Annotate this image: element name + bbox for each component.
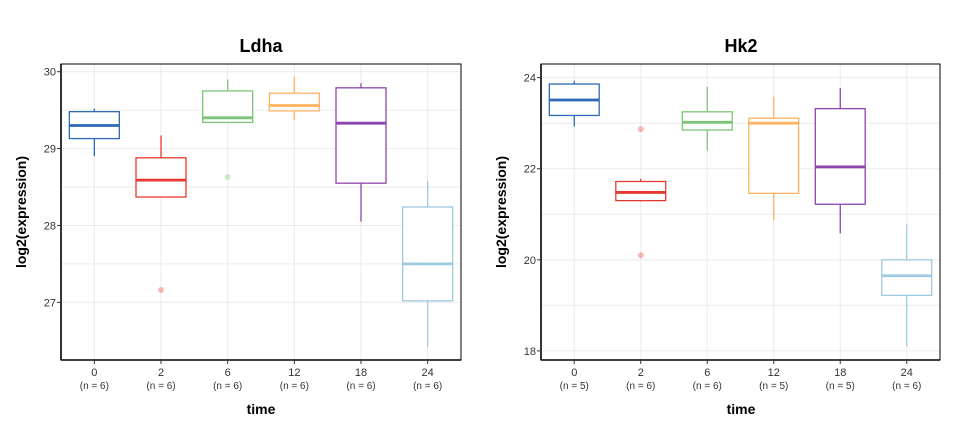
box-iqr — [335, 87, 387, 184]
box-hk2-t24 — [881, 224, 933, 347]
x-count-label: (n = 6) — [346, 381, 375, 392]
y-tick-label: 28 — [44, 220, 56, 232]
x-count-label: (n = 6) — [146, 381, 175, 392]
box-hk2-t0 — [548, 80, 600, 127]
box-hk2-t2 — [615, 126, 667, 259]
x-count-label: (n = 6) — [626, 381, 655, 392]
x-tick-label: 12 — [288, 367, 300, 379]
y-axis-title: log2(expression) — [493, 156, 509, 268]
x-count-label: (n = 6) — [213, 381, 242, 392]
x-tick-label: 24 — [422, 367, 434, 379]
x-tick-label: 2 — [158, 367, 164, 379]
y-tick-label: 27 — [44, 297, 56, 309]
box-ldha-t0 — [68, 108, 120, 157]
box-iqr — [135, 157, 187, 198]
x-count-label: (n = 5) — [560, 381, 589, 392]
y-tick-label: 22 — [524, 164, 536, 176]
panel-ldha: 27 28 29 30 0 (n = 6) 2 (n = 6) 6 (n = 6) 12 (n = 6… — [13, 36, 462, 417]
y-tick-label: 29 — [44, 144, 56, 156]
x-tick-label: 6 — [704, 367, 710, 379]
box-iqr — [814, 107, 866, 205]
x-tick-label: 0 — [91, 367, 97, 379]
panel-frame — [60, 63, 462, 361]
box-ldha-t2 — [135, 135, 187, 294]
y-axis-title: log2(expression) — [13, 156, 29, 268]
box-iqr — [402, 206, 454, 302]
outlier-point — [637, 252, 644, 259]
box-hk2-t18 — [814, 88, 866, 234]
x-tick-label: 6 — [225, 367, 231, 379]
box-iqr — [268, 92, 320, 112]
box-ldha-t12 — [268, 77, 320, 121]
y-tick-label: 20 — [524, 255, 536, 267]
x-axis-title: time — [727, 401, 756, 417]
y-tick-label: 30 — [44, 67, 56, 79]
box-ldha-t6 — [202, 79, 254, 181]
x-count-label: (n = 5) — [759, 381, 788, 392]
x-tick-label: 2 — [638, 367, 644, 379]
panel-frame — [540, 63, 941, 361]
x-tick-label: 18 — [355, 367, 367, 379]
x-count-label: (n = 6) — [892, 381, 921, 392]
outlier-point — [224, 174, 231, 181]
outlier-point — [158, 287, 164, 294]
x-axis-title: time — [247, 401, 276, 417]
panel-hk2: 18 20 22 24 0 (n = 5) 2 (n = 6) 6 (n = 6) 12 (n = 5… — [493, 36, 941, 417]
box-hk2-t12 — [748, 96, 800, 221]
y-tick-label: 18 — [524, 346, 536, 358]
box-hk2-t6 — [681, 86, 733, 151]
x-count-label: (n = 6) — [280, 381, 309, 392]
y-tick-label: 24 — [524, 73, 536, 85]
outlier-point — [637, 126, 644, 133]
x-tick-label: 12 — [768, 367, 780, 379]
x-tick-label: 0 — [571, 367, 577, 379]
panel-title: Ldha — [240, 36, 284, 56]
x-count-label: (n = 6) — [413, 381, 442, 392]
box-iqr — [748, 117, 800, 194]
x-tick-label: 18 — [834, 367, 846, 379]
box-iqr — [881, 259, 933, 296]
x-count-label: (n = 6) — [693, 381, 722, 392]
x-count-label: (n = 6) — [80, 381, 109, 392]
box-ldha-t24 — [402, 180, 454, 347]
x-tick-label: 24 — [901, 367, 913, 379]
x-count-label: (n = 5) — [826, 381, 855, 392]
panel-title: Hk2 — [724, 36, 757, 56]
box-ldha-t18 — [335, 83, 387, 222]
